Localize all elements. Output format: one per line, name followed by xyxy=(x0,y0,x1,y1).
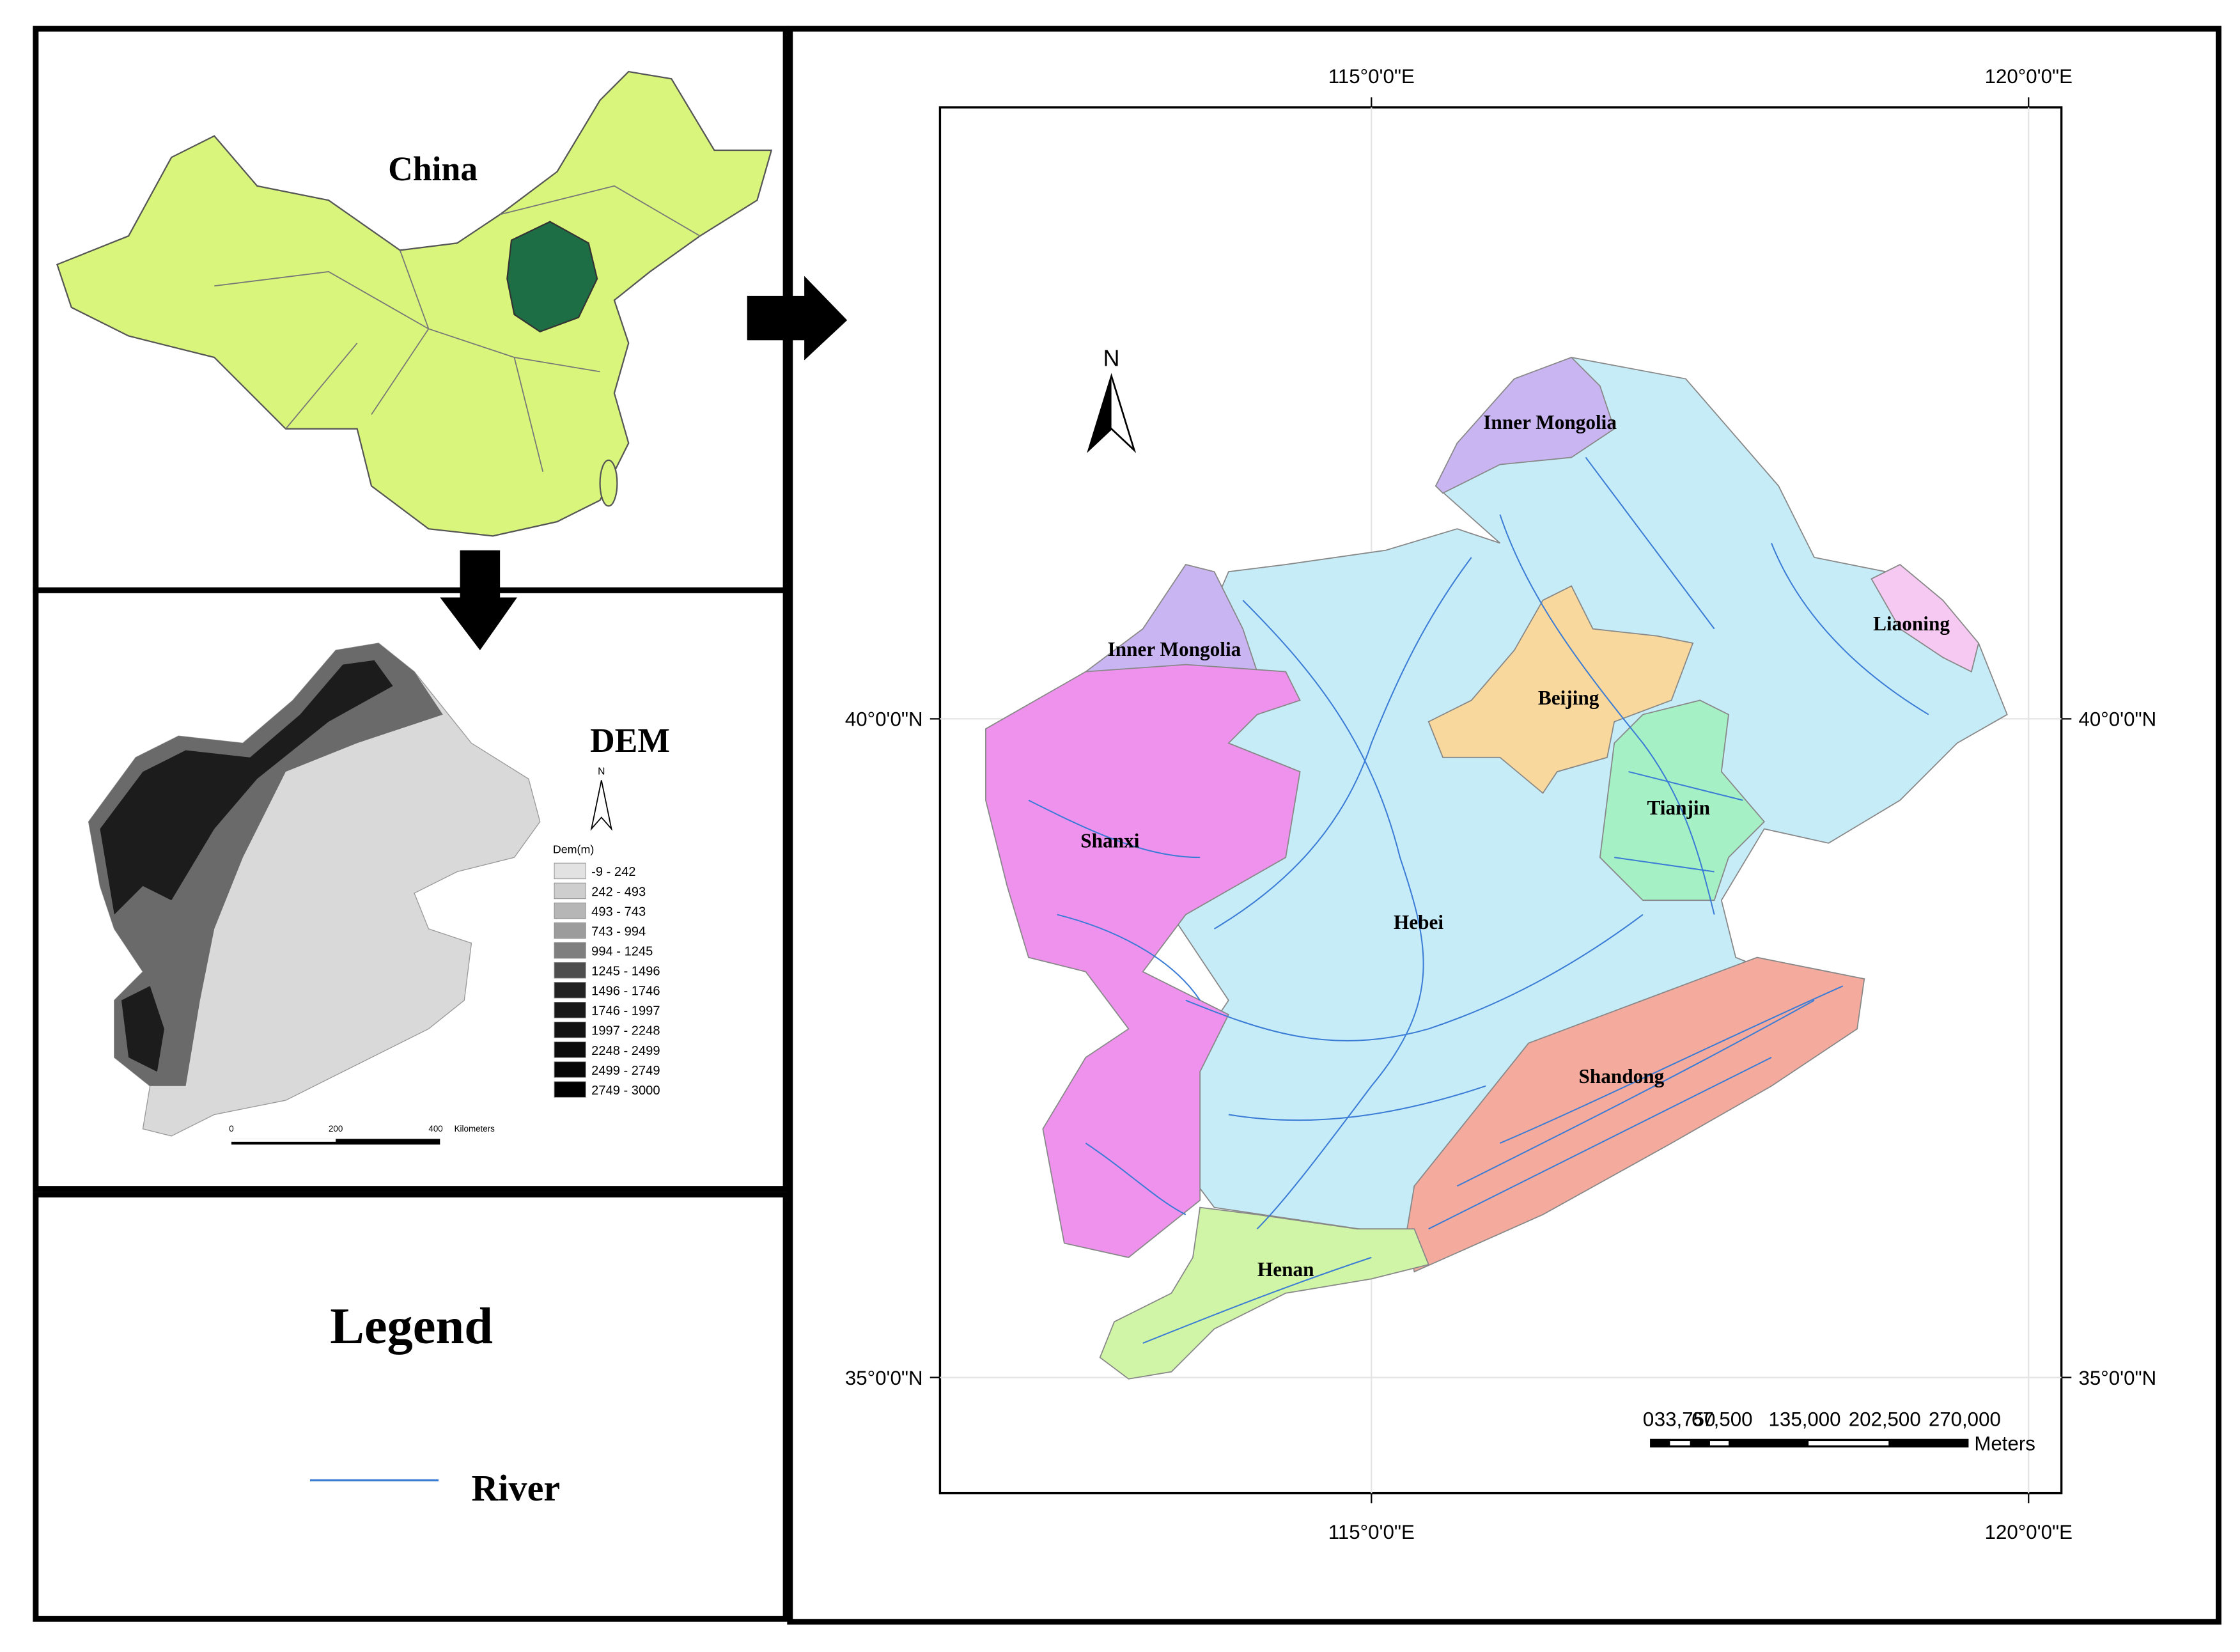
dem-class-label: 2499 - 2749 xyxy=(591,1064,660,1078)
dem-class-swatch xyxy=(554,1002,586,1018)
region-label: Inner Mongolia xyxy=(1483,411,1617,433)
scale-label: 202,500 xyxy=(1849,1408,1921,1431)
lon-label: 120°0'0"E xyxy=(1985,1521,2073,1543)
dem-north-arrow xyxy=(590,780,613,831)
scale-label: 33,750 xyxy=(1654,1408,1716,1431)
dem-class-swatch xyxy=(554,1081,586,1098)
dem-mountains xyxy=(100,660,393,1072)
north-label: N xyxy=(1103,345,1120,371)
dem-class-swatch xyxy=(554,862,586,880)
dem-class-swatch xyxy=(554,942,586,959)
main-panel xyxy=(787,26,2221,1625)
dem-class-label: -9 - 242 xyxy=(591,865,635,879)
dem-class-swatch xyxy=(554,922,586,939)
dem-scale-label: 0 xyxy=(229,1124,233,1134)
north-arrow-half xyxy=(1088,376,1112,451)
dem-scale-label: 200 xyxy=(329,1124,343,1134)
river xyxy=(1428,985,1844,1230)
scale-label: 270,000 xyxy=(1929,1408,2001,1431)
dem-scale-unit: Kilometers xyxy=(455,1124,495,1134)
graticule-ticks xyxy=(929,97,2072,1504)
dem-class-label: 994 - 1245 xyxy=(591,944,653,958)
dem-scale-label: 400 xyxy=(428,1124,442,1134)
dem-scale-bar xyxy=(231,1139,440,1145)
region-label: Hebei xyxy=(1394,911,1443,933)
lat-label: 35°0'0"N xyxy=(845,1367,923,1389)
dem-class-label: 2248 - 2499 xyxy=(591,1044,660,1058)
legend-panel xyxy=(33,1192,789,1622)
scale-label: 135,000 xyxy=(1769,1408,1841,1431)
dem-title: DEM xyxy=(590,721,670,760)
scale-bar-segment xyxy=(1709,1441,1729,1446)
dem-panel xyxy=(33,587,789,1192)
dem-class-swatch xyxy=(554,962,586,979)
river xyxy=(1242,600,1424,1229)
dem-class-swatch xyxy=(554,1041,586,1058)
dem-north-label: N xyxy=(598,767,605,777)
region-henan xyxy=(1099,1206,1429,1380)
lon-label: 120°0'0"E xyxy=(1985,65,2073,88)
river xyxy=(1771,543,1929,715)
river xyxy=(1185,914,1644,1041)
river xyxy=(1614,771,1743,873)
region-label: Inner Mongolia xyxy=(1108,638,1241,660)
arrow-right xyxy=(747,276,848,361)
dem-class-label: 743 - 994 xyxy=(591,924,646,939)
dem-legend-title: Dem(m) xyxy=(553,843,594,855)
dem-class-label: 1997 - 2248 xyxy=(591,1024,660,1038)
dem-class-label: 1496 - 1746 xyxy=(591,985,660,999)
region-label: Liaoning xyxy=(1873,612,1950,635)
arrow-down xyxy=(440,550,517,651)
scale-bar-segment xyxy=(1670,1441,1690,1446)
dem-class-swatch xyxy=(554,902,586,919)
study-region xyxy=(506,221,598,333)
dem-class-swatch xyxy=(554,982,586,999)
dem-legend: -9 - 242 242 - 493 493 - 743 743 - 994 994 -… xyxy=(554,862,660,1098)
region-label: Shanxi xyxy=(1080,830,1139,852)
river xyxy=(1213,557,1472,930)
region-label: Shandong xyxy=(1578,1065,1664,1087)
dem-class-swatch xyxy=(554,1061,586,1078)
scale-label: 0 xyxy=(1643,1408,1654,1431)
lat-label: 40°0'0"N xyxy=(2078,708,2156,731)
taiwan xyxy=(599,459,618,507)
region-inner-mongolia xyxy=(1435,356,1615,494)
dem-class-swatch xyxy=(554,882,586,900)
china-label: China xyxy=(388,150,478,188)
region-label: Tianjin xyxy=(1647,797,1710,819)
dem-highland xyxy=(88,643,443,1086)
dem-class-label: 1245 - 1496 xyxy=(591,965,660,979)
lon-label: 115°0'0"E xyxy=(1328,65,1415,88)
province-borders xyxy=(214,185,701,472)
scale-unit: Meters xyxy=(1974,1433,2035,1455)
lon-label: 115°0'0"E xyxy=(1328,1521,1415,1543)
dem-class-label: 493 - 743 xyxy=(591,905,646,919)
dem-class-swatch xyxy=(554,1022,586,1038)
dem-class-label: 2749 - 3000 xyxy=(591,1084,660,1098)
region-beijing xyxy=(1427,585,1694,794)
region-label: Henan xyxy=(1257,1258,1314,1281)
rivers xyxy=(1028,456,1929,1344)
river xyxy=(1028,799,1201,1215)
lat-label: 35°0'0"N xyxy=(2078,1367,2156,1389)
scale-label: 67,500 xyxy=(1692,1408,1753,1431)
lat-label: 40°0'0"N xyxy=(845,708,923,731)
river xyxy=(1228,1085,1486,1121)
dem-scale-bar-segment xyxy=(231,1139,336,1142)
legend-title: Legend xyxy=(330,1298,493,1355)
scale-bar-segment xyxy=(1808,1441,1889,1446)
dem-class-label: 242 - 493 xyxy=(591,885,646,899)
region-tianjin xyxy=(1599,699,1766,901)
region-label: Beijing xyxy=(1538,687,1599,709)
region-liaoning xyxy=(1871,563,1980,673)
river xyxy=(1499,514,1715,915)
region-shanxi xyxy=(985,664,1301,1258)
dem-class-label: 1746 - 1997 xyxy=(591,1004,660,1018)
legend-label: River xyxy=(471,1467,560,1509)
river xyxy=(1142,1256,1372,1344)
river xyxy=(1585,456,1715,630)
